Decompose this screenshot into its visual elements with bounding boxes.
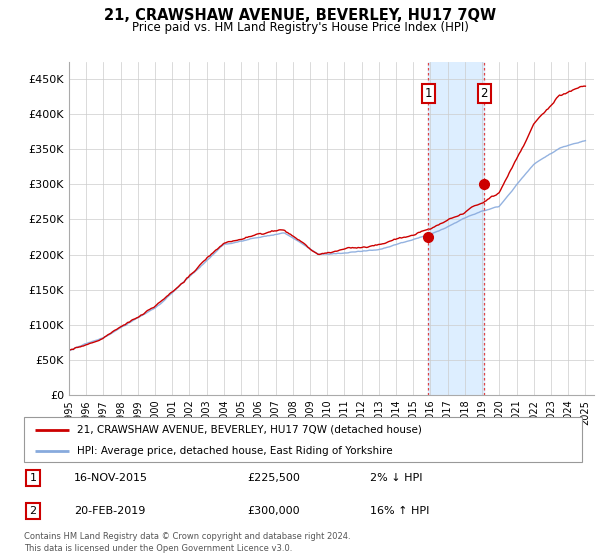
Bar: [428, 62, 484, 395]
Text: £300,000: £300,000: [247, 506, 300, 516]
Text: 21, CRAWSHAW AVENUE, BEVERLEY, HU17 7QW (detached house): 21, CRAWSHAW AVENUE, BEVERLEY, HU17 7QW …: [77, 424, 422, 435]
Text: HPI: Average price, detached house, East Riding of Yorkshire: HPI: Average price, detached house, East…: [77, 446, 392, 456]
Text: 2: 2: [481, 87, 488, 100]
Text: 16-NOV-2015: 16-NOV-2015: [74, 473, 148, 483]
Text: Contains HM Land Registry data © Crown copyright and database right 2024.
This d: Contains HM Land Registry data © Crown c…: [24, 533, 350, 553]
Text: £225,500: £225,500: [247, 473, 300, 483]
Text: 2: 2: [29, 506, 37, 516]
Text: 16% ↑ HPI: 16% ↑ HPI: [370, 506, 430, 516]
Text: 1: 1: [29, 473, 37, 483]
Text: 2% ↓ HPI: 2% ↓ HPI: [370, 473, 422, 483]
FancyBboxPatch shape: [24, 417, 582, 462]
Text: Price paid vs. HM Land Registry's House Price Index (HPI): Price paid vs. HM Land Registry's House …: [131, 21, 469, 34]
Text: 21, CRAWSHAW AVENUE, BEVERLEY, HU17 7QW: 21, CRAWSHAW AVENUE, BEVERLEY, HU17 7QW: [104, 8, 496, 24]
Text: 20-FEB-2019: 20-FEB-2019: [74, 506, 146, 516]
Text: 1: 1: [425, 87, 432, 100]
